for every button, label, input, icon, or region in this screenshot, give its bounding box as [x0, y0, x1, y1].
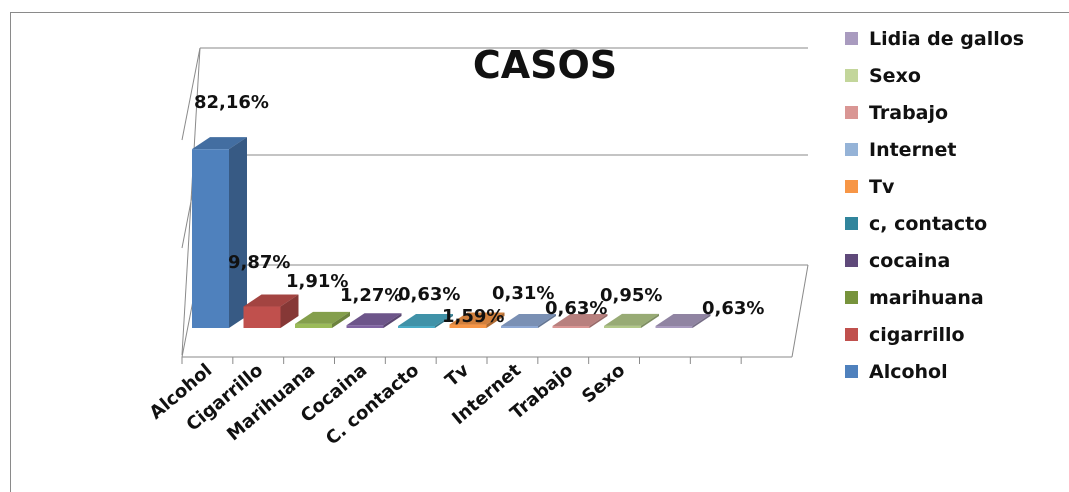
bar-top: [501, 314, 556, 326]
bar-side: [641, 313, 659, 328]
chart-walls: [181, 47, 809, 364]
data-label: 1,59%: [442, 306, 504, 327]
legend-label: Lidia de gallos: [869, 28, 1024, 50]
bar-side: [280, 294, 299, 328]
legend-label: Alcohol: [869, 361, 948, 383]
data-label: 82,16%: [194, 92, 269, 113]
bar-top: [192, 137, 247, 150]
data-label: 0,95%: [600, 285, 662, 306]
data-labels: 82,16%9,87%1,91%1,27%0,63%1,59%0,31%0,63…: [194, 92, 764, 327]
legend-swatch: [845, 180, 858, 193]
data-label: 9,87%: [228, 252, 290, 273]
bar-cocaina: [346, 325, 384, 328]
data-label: 0,63%: [545, 298, 607, 319]
data-label: 0,31%: [492, 283, 554, 304]
data-label: 1,27%: [340, 285, 402, 306]
bar-side: [589, 314, 608, 328]
legend-label: Tv: [869, 176, 895, 198]
bar-top: [655, 314, 711, 326]
bar-top: [552, 314, 608, 326]
x-tick-label: C. contacto: [322, 360, 423, 450]
bar-top: [398, 314, 453, 326]
x-tick-label: Sexo: [578, 360, 629, 408]
x-tick-label: Tv: [441, 360, 473, 392]
bar-cigarrillo: [243, 306, 281, 328]
legend-label: marihuana: [869, 287, 984, 309]
bar-c-contacto: [398, 326, 435, 328]
bar-top: [449, 312, 505, 325]
legend-label: Internet: [869, 139, 956, 161]
bar-side: [486, 312, 505, 328]
bar-top: [295, 311, 350, 324]
chart-bars: [192, 137, 711, 328]
bar-top: [243, 294, 299, 307]
chart-title: CASOS: [473, 43, 617, 87]
legend-swatch: [845, 217, 858, 230]
bar-side: [692, 314, 711, 328]
legend-label: cocaina: [869, 250, 950, 272]
bar-tv: [449, 324, 487, 328]
bar-side: [538, 314, 556, 328]
legend-label: c, contacto: [869, 213, 987, 235]
data-label: 1,91%: [286, 271, 348, 292]
bar-marihuana: [295, 323, 332, 328]
legend-swatch: [845, 254, 858, 267]
legend-swatch: [845, 32, 858, 45]
bar-top: [346, 313, 402, 326]
legend-swatch: [845, 291, 858, 304]
bar-lidia-de-gallos: [655, 326, 693, 328]
bar-alcohol: [192, 149, 229, 328]
legend-swatch: [845, 143, 858, 156]
bar-internet: [501, 326, 538, 328]
bar-side: [332, 311, 350, 328]
legend-swatch: [845, 69, 858, 82]
data-label: 0,63%: [702, 298, 764, 319]
data-label: 0,63%: [398, 284, 460, 305]
bar-top: [604, 313, 659, 326]
legend-swatch: [845, 328, 858, 341]
bar-trabajo: [552, 326, 590, 328]
bar-side: [435, 314, 453, 328]
bar-sexo: [604, 325, 641, 328]
bar-side: [383, 313, 402, 328]
bar-side: [229, 137, 247, 328]
legend-swatch: [845, 106, 858, 119]
chart-frame: [10, 12, 1069, 492]
legend-label: cigarrillo: [869, 324, 965, 346]
legend-label: Sexo: [869, 65, 921, 87]
legend-swatch: [845, 365, 858, 378]
legend: Lidia de gallos Sexo Trabajo Internet Tv c, c…: [845, 28, 1024, 383]
legend-label: Trabajo: [869, 102, 948, 124]
